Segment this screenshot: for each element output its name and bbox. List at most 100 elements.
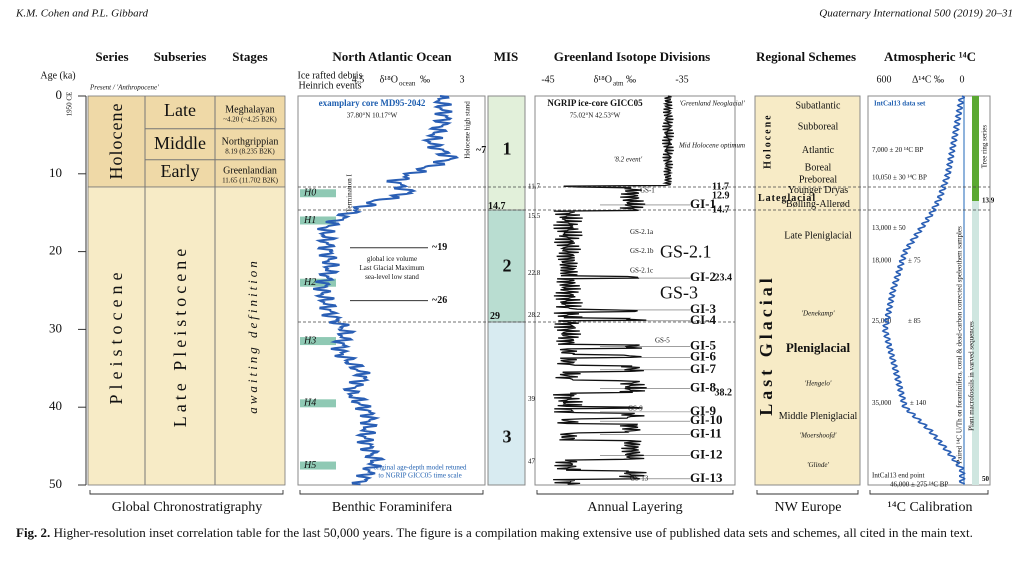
age-label: 23.4 <box>715 272 733 283</box>
age-label: 28.2 <box>528 311 541 319</box>
date-label: IntCal13 end point <box>872 471 925 479</box>
series-note: Tree ring series <box>981 125 989 169</box>
stadial-label: GS-5 <box>655 337 670 345</box>
column-footer: NW Europe <box>775 500 842 515</box>
phase-label: 'Glinde' <box>807 461 830 469</box>
macrofossil-bar <box>972 201 979 485</box>
present-label: Present / 'Anthropocene' <box>89 84 159 92</box>
age-label: 13.9 <box>982 197 995 205</box>
date-label: 7,000 ± 20 ¹⁴C BP <box>872 146 923 154</box>
note: Termination I <box>346 173 354 212</box>
mis3-box <box>487 321 526 486</box>
stage-note: awaiting definition <box>245 258 260 414</box>
column-header: Regional Schemes <box>756 49 856 64</box>
y-tick-label: 50 <box>49 476 62 491</box>
age-label: 11.7 <box>712 181 729 192</box>
date-label: 46,000 ± 275 ¹⁴C BP <box>890 481 948 489</box>
tree-ring-bar <box>972 96 979 201</box>
heinrich-band <box>300 461 336 470</box>
regional-panel <box>754 95 861 486</box>
age-label: 22.8 <box>528 269 541 277</box>
core-label: examplary core MD95-2042 <box>319 98 426 108</box>
series-label: Holocene <box>106 103 126 180</box>
age-label: 47 <box>528 457 536 465</box>
column-header: Atmospheric ¹⁴C <box>884 49 976 64</box>
core-label: NGRIP ice-core GICC05 <box>547 98 643 108</box>
column-header: Subseries <box>154 49 207 64</box>
period-label: Younger Dryas <box>788 185 848 196</box>
heinrich-band <box>300 189 336 198</box>
period-label: Atlantic <box>802 145 835 156</box>
stage-age: 11.65 (11.702 B2K) <box>222 177 279 185</box>
mis-boundary: 14.7 <box>488 201 506 212</box>
running-head: Quaternary International 500 (2019) 20–3… <box>819 8 1013 20</box>
proxy-label: ‰ <box>420 74 430 85</box>
date-label: 35,000 <box>872 399 892 407</box>
carbon-trace <box>881 95 966 485</box>
period-label: Bølling-Allerød <box>786 199 850 210</box>
column-header: Series <box>95 49 128 64</box>
note: ~19 <box>432 242 447 253</box>
mis1-box <box>487 95 526 211</box>
period-label: Subatlantic <box>796 100 842 111</box>
subseries-label: Late <box>164 100 196 120</box>
caption-text: Higher-resolution inset correlation tabl… <box>53 525 973 540</box>
core-coords: 75.02°N 42.53°W <box>570 112 621 120</box>
stage-name: Northgrippian <box>222 136 279 147</box>
bracket <box>869 490 989 495</box>
column-footer: Annual Layering <box>587 500 682 515</box>
carbon-panel <box>867 95 991 486</box>
column-header: MIS <box>494 49 519 64</box>
stage-age: 8.19 (8.235 B2K) <box>225 148 275 156</box>
interstadial-label: GI-13 <box>690 470 723 485</box>
column-footer: ¹⁴C Calibration <box>888 500 973 515</box>
y-tick-label: 30 <box>49 320 62 335</box>
proxy-label: Δ¹⁴C ‰ <box>912 74 944 85</box>
heinrich-band <box>300 216 336 225</box>
dataset-label: IntCal13 data set <box>874 100 926 108</box>
series-note: Paired ¹⁴C U/Th on foraminifera, coral &… <box>956 226 964 464</box>
interstadial-label: GI-1 <box>690 196 716 211</box>
note: 'Greenland Neoglacial' <box>679 100 745 108</box>
mis-label: 3 <box>503 426 512 446</box>
stadial-label: GS-2.1a <box>630 228 654 236</box>
series-label: Pleistocene <box>106 268 126 405</box>
age-label: 12.9 <box>712 191 730 202</box>
period-label: Preboreal <box>799 174 838 185</box>
mis-label: 1 <box>503 139 512 159</box>
panel-label: Heinrich events <box>298 80 361 91</box>
phase-label: 'Hengelo' <box>805 379 832 387</box>
footer-brackets <box>89 490 989 495</box>
bracket <box>299 490 484 495</box>
epoch-label: Holocene <box>762 113 773 168</box>
mis-label: 2 <box>503 255 512 275</box>
note: Last Glacial Maximum <box>360 264 425 272</box>
note: Holocene high stand <box>464 101 472 159</box>
stadial-label: GS-2.1 <box>660 241 712 261</box>
date-label: 18,000 <box>872 257 892 265</box>
y-tick-label: 20 <box>49 243 62 258</box>
heinrich-label: H1 <box>303 215 316 226</box>
age-label: 11.7 <box>528 183 540 191</box>
mis-boundary: 29 <box>490 311 500 322</box>
column-footer: Global Chronostratigraphy <box>112 500 262 515</box>
panel-label: Ice rafted debris <box>298 70 363 81</box>
note: original age-depth model retuned <box>373 463 467 471</box>
heinrich-label: H2 <box>303 277 316 288</box>
bracket <box>89 490 284 495</box>
age-label: 14.7 <box>712 205 730 216</box>
age-label: 38.2 <box>715 387 733 398</box>
pleistocene-band <box>87 186 286 486</box>
note: to NGRIP GICC05 time scale <box>378 471 461 479</box>
date-label: ± 75 <box>908 257 921 265</box>
y-tick-label: 40 <box>49 398 62 413</box>
column-footer: Benthic Foraminifera <box>332 500 453 515</box>
column-header: Stages <box>232 49 267 64</box>
y-tick-label: 0 <box>56 87 63 102</box>
benthic-trace <box>313 95 460 486</box>
x-tick-label: 0 <box>960 74 965 85</box>
date-label: ± 85 <box>908 317 921 325</box>
heinrich-label: H4 <box>303 398 316 409</box>
age-label: 15.5 <box>528 212 541 220</box>
